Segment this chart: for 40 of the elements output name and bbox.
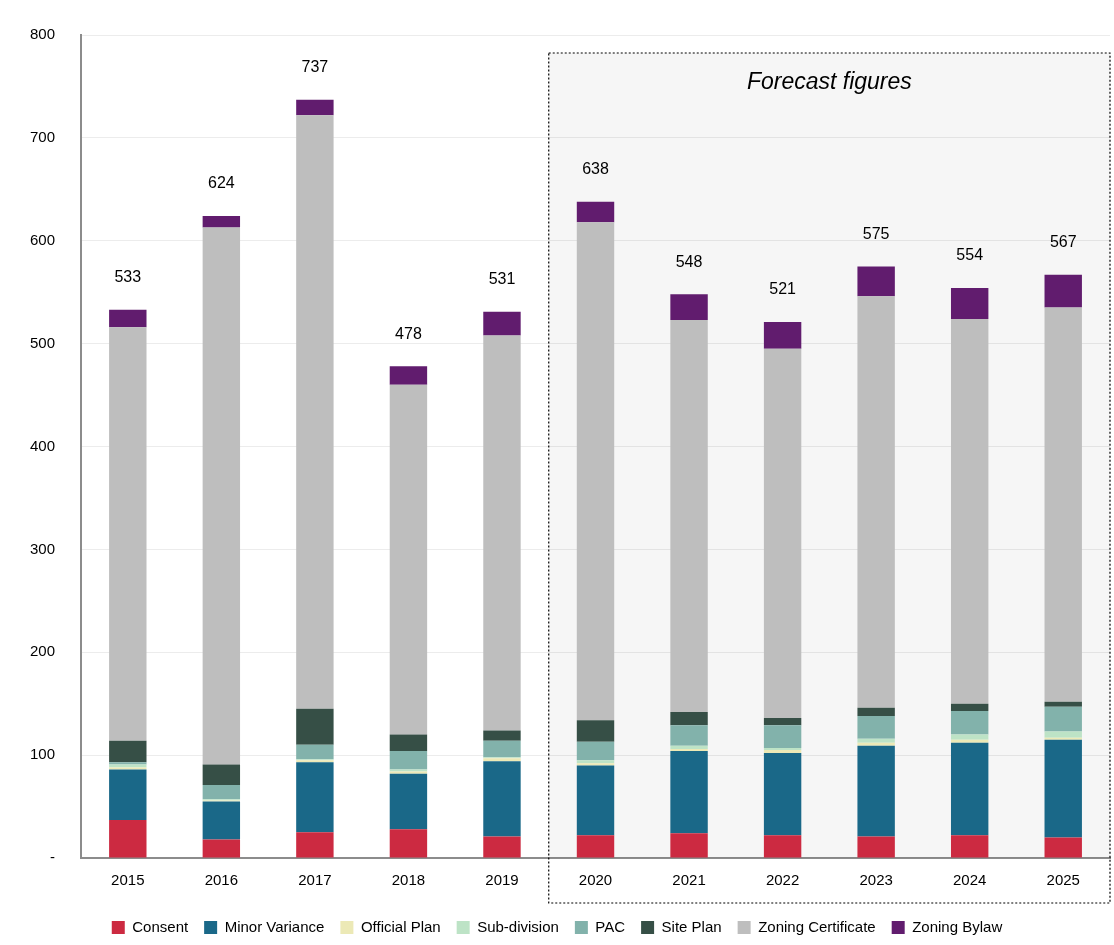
y-tick-label: 800 [30,25,56,43]
y-tick-label: 300 [30,539,56,557]
total-label: 531 [488,270,516,288]
x-tick-label: 2017 [298,871,332,889]
total-label: 554 [956,246,984,264]
x-tick-label: 2016 [204,871,239,889]
legend-label: Zoning Bylaw [912,917,1003,935]
y-tick-label: 600 [30,230,56,248]
total-label: 548 [675,252,703,270]
x-tick-label: 2024 [953,871,987,889]
legend-label: Sub-division [477,917,559,935]
x-tick-label: 2018 [391,871,426,889]
total-label: 533 [114,268,142,286]
legend-label: Consent [132,917,189,935]
y-tick-label: 400 [30,436,56,454]
y-tick-label: 100 [30,745,56,763]
total-label: 737 [301,58,329,76]
legend-label: PAC [595,917,626,935]
total-label: 638 [582,160,609,178]
total-label: 567 [1049,233,1077,251]
legend-label: Zoning Certificate [758,917,876,935]
x-tick-label: 2021 [672,871,706,889]
y-tick-label: - [50,848,56,866]
total-label: 624 [207,174,235,192]
total-label: 521 [769,280,797,298]
y-tick-label: 500 [30,333,56,351]
band-label: Forecast figures [746,68,913,95]
x-tick-label: 2025 [1046,871,1080,889]
total-label: 478 [395,324,422,342]
x-tick-label: 2022 [765,871,800,889]
x-tick-label: 2020 [578,871,613,889]
legend-label: Official Plan [360,917,441,935]
x-tick-label: 2019 [485,871,519,889]
x-tick-label: 2015 [111,871,145,889]
y-tick-label: 700 [30,128,56,146]
legend-label: Minor Variance [224,917,325,935]
x-tick-label: 2023 [859,871,893,889]
y-tick-label: 200 [30,642,56,660]
legend-label: Site Plan [661,917,722,935]
total-label: 575 [862,224,890,242]
